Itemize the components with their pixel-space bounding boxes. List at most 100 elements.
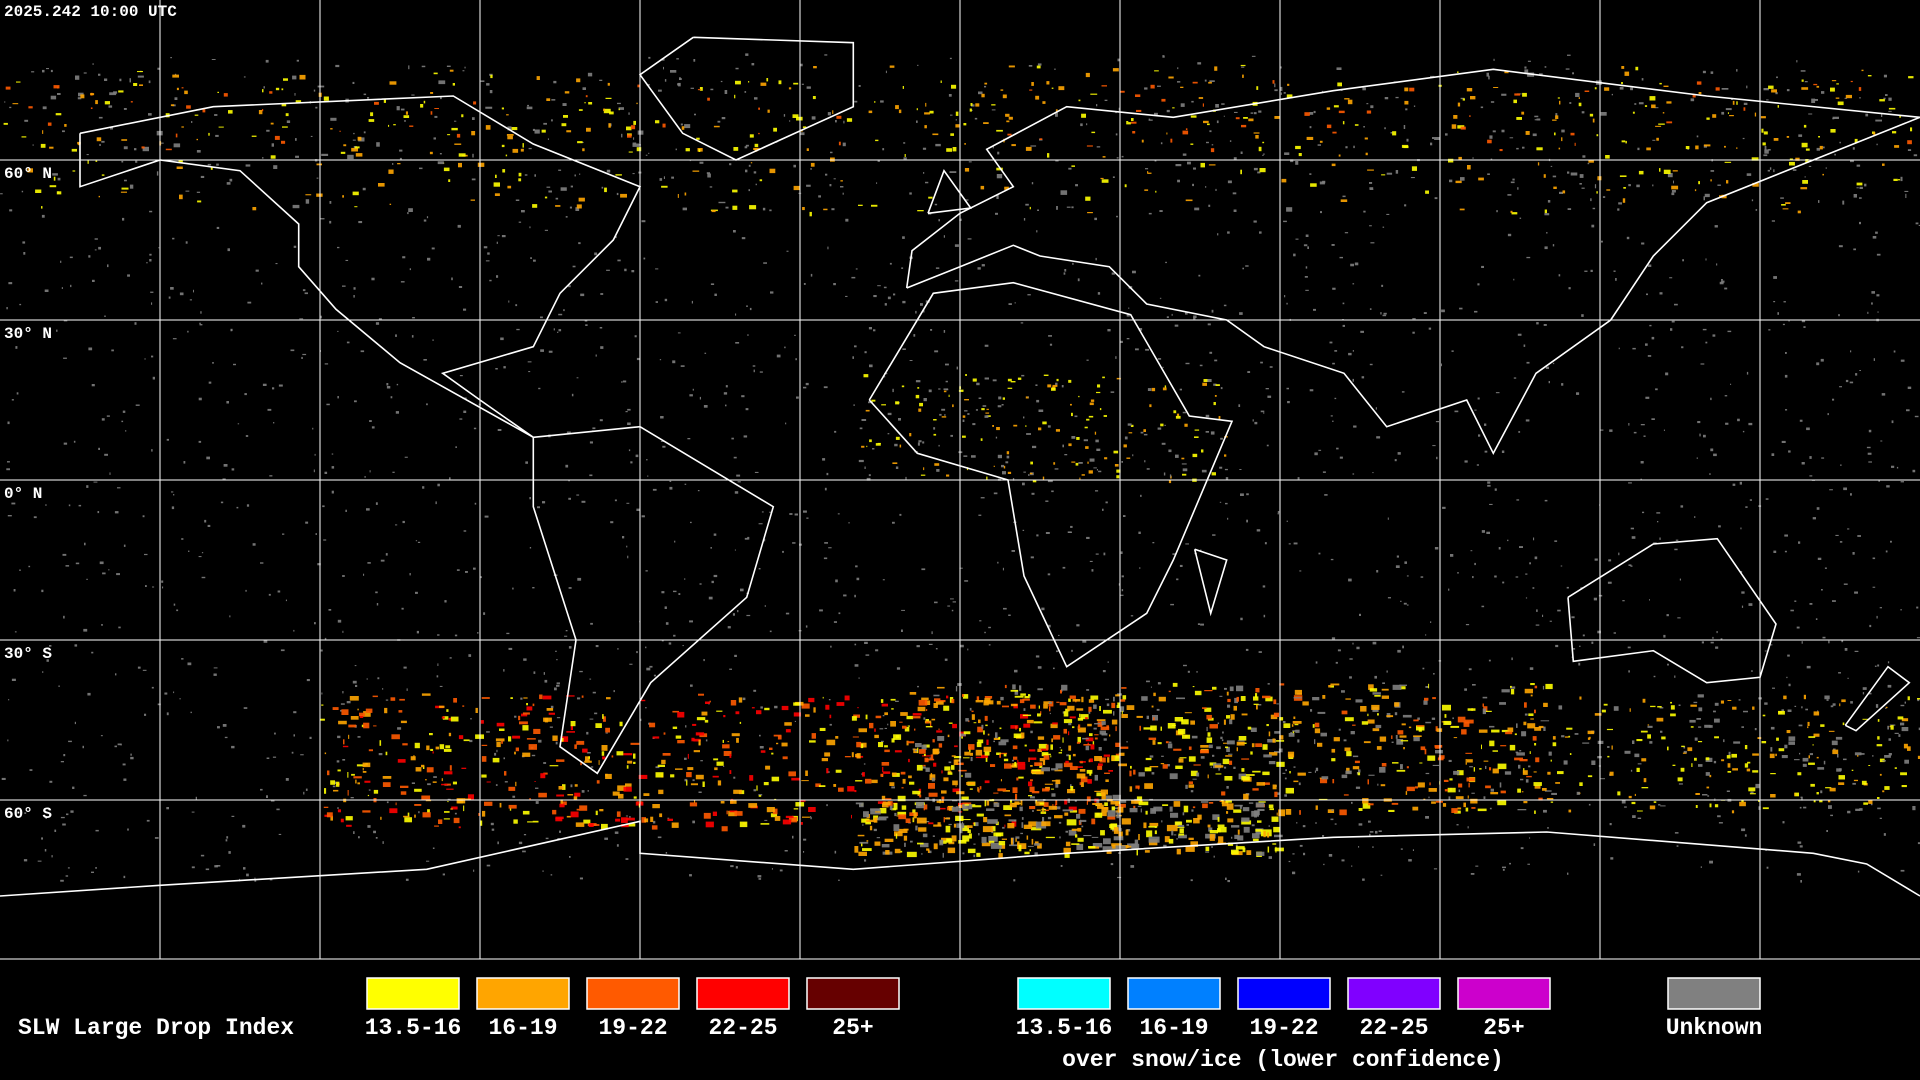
cloud-pixel: [1559, 191, 1563, 194]
cloud-pixel: [834, 430, 837, 433]
cloud-pixel: [1094, 812, 1103, 818]
cloud-pixel: [354, 206, 358, 208]
cloud-pixel: [1888, 753, 1892, 756]
cloud-pixel: [1677, 777, 1683, 782]
cloud-pixel: [532, 587, 535, 589]
cloud-pixel: [1313, 308, 1316, 311]
cloud-pixel: [1233, 809, 1242, 813]
cloud-pixel: [1510, 689, 1515, 695]
cloud-pixel: [1172, 682, 1178, 687]
cloud-pixel: [1647, 734, 1651, 739]
cloud-pixel: [1072, 699, 1081, 702]
cloud-pixel: [123, 544, 126, 547]
cloud-pixel: [938, 807, 946, 810]
cloud-pixel: [1092, 843, 1103, 848]
cloud-pixel: [1124, 436, 1128, 440]
cloud-pixel: [1465, 759, 1467, 765]
cloud-pixel: [914, 749, 918, 752]
cloud-pixel: [172, 338, 177, 340]
cloud-pixel: [173, 691, 175, 694]
cloud-pixel: [1391, 741, 1394, 743]
cloud-pixel: [902, 778, 906, 784]
cloud-pixel: [9, 106, 12, 109]
cloud-pixel: [865, 714, 868, 720]
cloud-pixel: [887, 723, 889, 726]
cloud-pixel: [1724, 287, 1728, 290]
cloud-pixel: [1159, 210, 1163, 212]
cloud-pixel: [1026, 719, 1034, 724]
cloud-pixel: [372, 695, 378, 698]
cloud-pixel: [130, 756, 134, 760]
cloud-pixel: [188, 550, 190, 552]
cloud-pixel: [1188, 746, 1192, 750]
cloud-pixel: [423, 359, 427, 361]
cloud-pixel: [880, 773, 884, 777]
cloud-pixel: [1574, 733, 1579, 735]
cloud-pixel: [1045, 744, 1049, 750]
cloud-pixel: [1265, 388, 1269, 390]
cloud-pixel: [1037, 736, 1045, 740]
cloud-pixel: [1136, 109, 1142, 112]
cloud-pixel: [1517, 788, 1521, 793]
cloud-pixel: [1713, 453, 1717, 457]
cloud-pixel: [1717, 815, 1721, 818]
cloud-pixel: [1433, 868, 1438, 870]
cloud-pixel: [434, 108, 439, 109]
cloud-pixel: [421, 693, 431, 696]
cloud-pixel: [1441, 363, 1442, 367]
cloud-pixel: [1424, 748, 1427, 755]
cloud-pixel: [923, 806, 925, 811]
cloud-pixel: [1513, 278, 1515, 281]
cloud-pixel: [448, 717, 452, 721]
cloud-pixel: [805, 770, 808, 776]
cloud-pixel: [1883, 74, 1887, 78]
cloud-pixel: [1331, 163, 1336, 167]
cloud-pixel: [1025, 396, 1029, 399]
cloud-pixel: [1237, 829, 1240, 835]
cloud-pixel: [1186, 824, 1189, 826]
cloud-pixel: [518, 172, 522, 177]
cloud-pixel: [753, 369, 755, 373]
cloud-pixel: [765, 765, 771, 770]
cloud-pixel: [114, 745, 117, 748]
cloud-pixel: [559, 830, 561, 833]
cloud-pixel: [582, 87, 586, 90]
cloud-pixel: [1720, 638, 1723, 640]
cloud-pixel: [1765, 498, 1769, 500]
cloud-pixel: [1666, 121, 1673, 124]
cloud-pixel: [512, 735, 521, 739]
cloud-pixel: [1121, 589, 1124, 592]
cloud-pixel: [151, 686, 154, 689]
cloud-pixel: [1835, 97, 1840, 99]
cloud-pixel: [535, 787, 539, 789]
cloud-pixel: [1089, 758, 1093, 763]
cloud-pixel: [1460, 126, 1466, 130]
cloud-pixel: [1241, 776, 1250, 781]
cloud-pixel: [292, 204, 300, 209]
cloud-pixel: [1330, 558, 1334, 561]
cloud-pixel: [684, 778, 688, 782]
cloud-pixel: [1788, 450, 1791, 453]
cloud-pixel: [788, 816, 798, 823]
cloud-pixel: [1014, 669, 1018, 673]
cloud-pixel: [423, 100, 426, 104]
cloud-pixel: [56, 191, 62, 195]
cloud-pixel: [40, 143, 46, 148]
cloud-pixel: [1463, 802, 1466, 808]
cloud-pixel: [971, 455, 976, 458]
cloud-pixel: [1778, 710, 1785, 715]
cloud-pixel: [1593, 843, 1596, 846]
cloud-pixel: [878, 742, 884, 748]
cloud-pixel: [170, 287, 174, 290]
cloud-pixel: [627, 422, 631, 425]
cloud-pixel: [152, 376, 155, 380]
cloud-pixel: [1845, 379, 1849, 383]
cloud-pixel: [695, 732, 705, 736]
cloud-pixel: [1394, 459, 1397, 462]
cloud-pixel: [693, 59, 696, 62]
cloud-pixel: [371, 426, 375, 429]
cloud-pixel: [1078, 462, 1083, 464]
cloud-pixel: [109, 92, 117, 96]
cloud-pixel: [1863, 802, 1868, 805]
cloud-pixel: [657, 764, 665, 767]
